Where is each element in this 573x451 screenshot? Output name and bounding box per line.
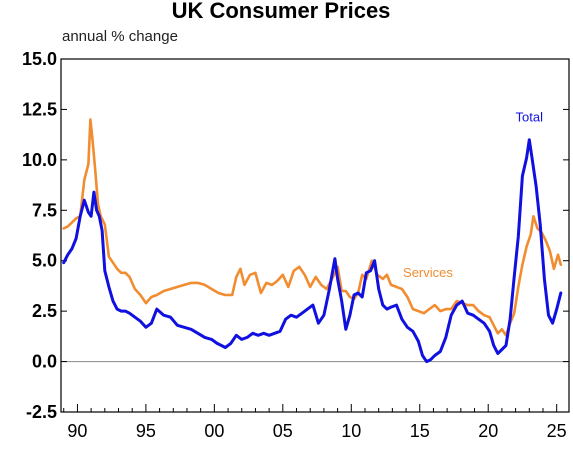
- x-tick-label: 90: [67, 421, 87, 441]
- series-label-total: Total: [516, 110, 544, 125]
- chart-title: UK Consumer Prices: [172, 0, 391, 23]
- x-tick-label: 95: [136, 421, 156, 441]
- series-labels: Total Services: [403, 110, 543, 280]
- y-tick-label: 7.5: [32, 200, 57, 220]
- x-tick-label: 10: [341, 421, 361, 441]
- x-tick-label: 15: [410, 421, 430, 441]
- x-tick-label: 25: [547, 421, 567, 441]
- x-tick-label: 00: [204, 421, 224, 441]
- y-tick-label: 2.5: [32, 301, 57, 321]
- x-tick-label: 20: [478, 421, 498, 441]
- y-tick-label: 10.0: [22, 150, 57, 170]
- series-layer: [62, 118, 563, 364]
- y-tick-label: 5.0: [32, 251, 57, 271]
- x-tick-label: 05: [273, 421, 293, 441]
- y-axis: 15.0 12.5 10.0 7.5 5.0 2.5 0.0 -2.5: [22, 49, 569, 422]
- series-line-total: [62, 138, 563, 364]
- y-tick-label: -2.5: [26, 402, 57, 422]
- y-tick-label: 15.0: [22, 49, 57, 69]
- plot-frame: [60, 58, 570, 413]
- y-tick-label: 0.0: [32, 352, 57, 372]
- y-axis-unit-label: annual % change: [62, 28, 178, 45]
- x-axis: 90 95 00 05 10 15 20 25: [63, 404, 567, 441]
- y-tick-label: 12.5: [22, 99, 57, 119]
- series-line-services: [62, 118, 563, 337]
- series-label-services: Services: [403, 265, 453, 280]
